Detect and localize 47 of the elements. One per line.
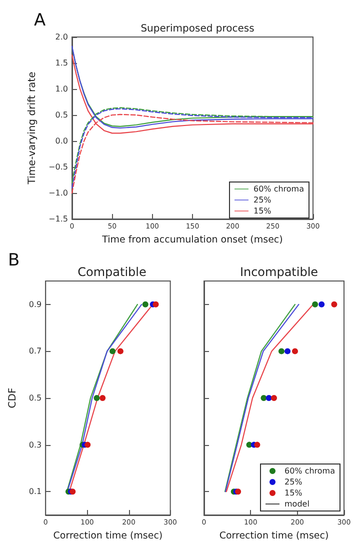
- y-tick-label: −1.5: [48, 214, 68, 224]
- y-tick-label: −1.0: [48, 188, 68, 198]
- legend-label: 15%: [254, 206, 272, 216]
- y-axis-title: CDF: [8, 388, 18, 408]
- y-tick-label: 1.5: [55, 58, 68, 68]
- legend-label: model: [284, 500, 310, 508]
- x-axis-title: Correction time (msec): [219, 530, 329, 542]
- legend-label: 25%: [284, 478, 303, 486]
- point: [100, 395, 106, 401]
- x-axis-title: Correction time (msec): [53, 530, 163, 542]
- y-tick-label: 0.3: [28, 440, 42, 450]
- y-tick-label: 0.9: [28, 300, 42, 309]
- point: [331, 301, 338, 308]
- legend-label: 60% chroma: [254, 184, 304, 194]
- point: [266, 395, 272, 401]
- point: [254, 442, 260, 448]
- y-tick-label: 0.5: [55, 110, 68, 120]
- text: B: [8, 250, 20, 270]
- point: [117, 348, 124, 354]
- point: [284, 348, 291, 354]
- point: [278, 348, 284, 354]
- point: [152, 301, 159, 308]
- legend-label: 60% chroma: [284, 466, 336, 476]
- y-tick-label: 0.7: [28, 346, 42, 356]
- y-tick-label: −0.5: [48, 162, 68, 172]
- chart-title: Incompatible: [240, 265, 318, 279]
- y-tick-label: 0.0: [55, 136, 68, 146]
- chart-title: Compatible: [78, 265, 146, 279]
- text: A: [34, 10, 46, 30]
- point: [260, 395, 267, 401]
- y-tick-label: 0.1: [28, 487, 42, 496]
- point: [94, 395, 100, 401]
- legend-label: 15%: [284, 488, 303, 498]
- point: [318, 301, 325, 308]
- y-tick-label: 1.0: [55, 84, 68, 94]
- point: [110, 348, 116, 354]
- point: [142, 301, 148, 308]
- x-axis-title: Time from accumulation onset (msec): [101, 234, 283, 246]
- point: [271, 395, 277, 401]
- y-axis-title: Time-varying drift rate: [27, 72, 38, 186]
- legend-label: 25%: [254, 196, 272, 204]
- chart-title: Superimposed process: [140, 24, 254, 34]
- point: [312, 301, 318, 308]
- point: [292, 348, 298, 354]
- y-tick-label: 2.0: [55, 32, 68, 42]
- point: [84, 442, 91, 448]
- y-tick-label: 0.5: [28, 394, 42, 402]
